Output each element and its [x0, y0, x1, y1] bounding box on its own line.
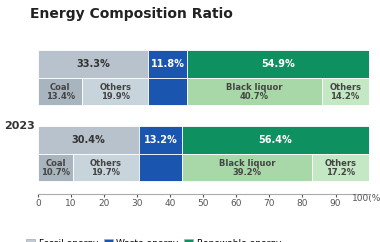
Bar [187, 50, 369, 78]
Text: 30.4%: 30.4% [71, 135, 105, 145]
Text: 39.2%: 39.2% [233, 168, 261, 177]
Text: 13.4%: 13.4% [46, 92, 75, 101]
Text: 33.3%: 33.3% [76, 59, 110, 69]
Bar [187, 78, 321, 105]
Text: 17.2%: 17.2% [326, 168, 355, 177]
Bar [148, 50, 187, 78]
Text: Black liquor: Black liquor [218, 159, 275, 168]
Text: 100(%): 100(%) [352, 194, 380, 203]
Text: Coal: Coal [46, 159, 66, 168]
Bar [82, 78, 148, 105]
Bar [312, 153, 369, 181]
Bar [73, 153, 138, 181]
Bar [138, 126, 182, 153]
Bar [38, 78, 82, 105]
Text: 56.4%: 56.4% [258, 135, 292, 145]
Text: Coal: Coal [50, 83, 70, 92]
Text: 19.7%: 19.7% [92, 168, 120, 177]
Text: Others: Others [324, 159, 356, 168]
Text: 11.8%: 11.8% [150, 59, 185, 69]
Text: 19.9%: 19.9% [101, 92, 130, 101]
Bar [321, 78, 369, 105]
Text: Energy Composition Ratio: Energy Composition Ratio [30, 7, 233, 21]
Bar [182, 153, 312, 181]
Text: 54.9%: 54.9% [261, 59, 295, 69]
Legend: Fossil energy, Waste energy, Renewable energy: Fossil energy, Waste energy, Renewable e… [23, 235, 285, 242]
Text: Others: Others [329, 83, 361, 92]
Bar [38, 153, 73, 181]
Bar [38, 50, 148, 78]
Text: Black liquor: Black liquor [226, 83, 283, 92]
Text: 40.7%: 40.7% [240, 92, 269, 101]
Bar [38, 126, 138, 153]
Text: Others: Others [99, 83, 131, 92]
Text: 2023: 2023 [4, 121, 35, 131]
Text: Others: Others [90, 159, 122, 168]
Text: 14.2%: 14.2% [331, 92, 360, 101]
Text: 13.2%: 13.2% [143, 135, 177, 145]
Text: 10.7%: 10.7% [41, 168, 70, 177]
Bar [182, 126, 369, 153]
Bar [148, 78, 187, 105]
Bar [138, 153, 182, 181]
